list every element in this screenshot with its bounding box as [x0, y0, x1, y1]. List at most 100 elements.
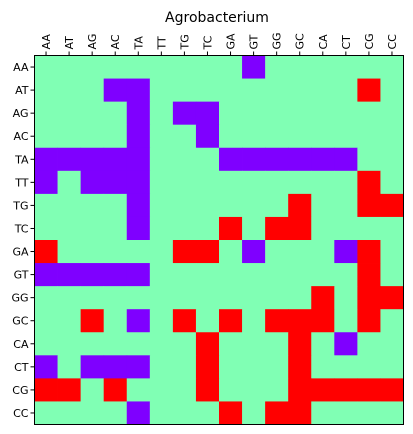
- heatmap-cell-GA-AA: [34, 240, 58, 264]
- heatmap-cell-TA-AT: [57, 147, 82, 172]
- heatmap-cell-GG-TG: [172, 286, 197, 310]
- heatmap-cell-GT-CA: [311, 263, 335, 287]
- heatmap-cell-CA-CG: [357, 332, 381, 356]
- heatmap-cell-AC-CG: [357, 124, 381, 149]
- heatmap-cell-AA-AA: [34, 55, 58, 79]
- heatmap-cell-TA-CA: [311, 147, 335, 172]
- heatmap-cell-CT-AG: [80, 355, 105, 379]
- heatmap-cell-TC-GG: [265, 216, 289, 241]
- heatmap-cell-AT-CG: [357, 78, 381, 103]
- y-tick-label-TA: TA: [14, 153, 29, 166]
- heatmap-cell-TC-CG: [357, 216, 381, 241]
- heatmap-cell-CC-AA: [34, 401, 58, 425]
- heatmap-cell-AC-GT: [242, 124, 266, 149]
- heatmap-cell-GG-TT: [149, 286, 174, 310]
- heatmap-cell-CG-TG: [172, 378, 197, 402]
- heatmap-cell-TA-AC: [103, 147, 128, 172]
- heatmap-cell-GC-TG: [172, 309, 197, 333]
- heatmap-cell-CC-GG: [265, 401, 289, 425]
- heatmap-cell-AC-TT: [149, 124, 174, 149]
- heatmap-cell-AA-AG: [80, 55, 105, 79]
- heatmap-cell-TG-CC: [380, 193, 404, 218]
- heatmap-cell-GA-AG: [80, 240, 105, 264]
- heatmap-cell-AT-CA: [311, 78, 335, 103]
- y-tick-label-GC: GC: [12, 315, 29, 328]
- heatmap-cell-CA-AG: [80, 332, 105, 356]
- heatmap-cell-GT-CG: [357, 263, 381, 287]
- heatmap-cell-TT-CG: [357, 170, 381, 195]
- heatmap-cell-GA-AT: [57, 240, 82, 264]
- heatmap-cell-GG-GG: [265, 286, 289, 310]
- heatmap-cell-GT-GA: [219, 263, 243, 287]
- heatmap-cell-CC-AT: [57, 401, 82, 425]
- heatmap-cell-CG-TC: [195, 378, 220, 402]
- heatmap-cell-TG-TC: [195, 193, 220, 218]
- heatmap-cell-GA-GG: [265, 240, 289, 264]
- heatmap-cell-GC-TA: [126, 309, 151, 333]
- heatmap-cell-GA-TG: [172, 240, 197, 264]
- heatmap-cell-AC-TC: [195, 124, 220, 149]
- heatmap-cell-GA-GT: [242, 240, 266, 264]
- heatmap-cell-CT-GT: [242, 355, 266, 379]
- heatmap-cell-AA-GA: [219, 55, 243, 79]
- x-tick-label-TT: TT: [155, 36, 168, 51]
- heatmap-cell-TA-TT: [149, 147, 174, 172]
- heatmap-cell-CT-CG: [357, 355, 381, 379]
- heatmap-cell-GT-TC: [195, 263, 220, 287]
- heatmap-cell-AT-GT: [242, 78, 266, 103]
- heatmap-cell-TT-TC: [195, 170, 220, 195]
- y-tick-label-TG: TG: [12, 199, 28, 212]
- heatmap-cell-TC-AG: [80, 216, 105, 241]
- heatmap-cell-AC-CA: [311, 124, 335, 149]
- heatmap-cell-GA-TC: [195, 240, 220, 264]
- heatmap-cell-TT-TA: [126, 170, 151, 195]
- heatmap-cell-TA-GT: [242, 147, 266, 172]
- heatmap-cell-GT-GC: [288, 263, 312, 287]
- heatmap-cell-TG-CT: [334, 193, 358, 218]
- heatmap-cell-CG-CT: [334, 378, 358, 402]
- heatmap-cell-AC-GA: [219, 124, 243, 149]
- heatmap-cell-AA-GC: [288, 55, 312, 79]
- chart-title: Agrobacterium: [165, 10, 269, 26]
- heatmap-cell-AC-AC: [103, 124, 128, 149]
- heatmap-cell-TC-AC: [103, 216, 128, 241]
- heatmap-cell-AG-GA: [219, 101, 243, 126]
- heatmap-cell-TA-CG: [357, 147, 381, 172]
- heatmap-cell-AG-AC: [103, 101, 128, 126]
- heatmap-cell-AT-AG: [80, 78, 105, 103]
- heatmap-cell-AA-TT: [149, 55, 174, 79]
- heatmap-cell-CC-TG: [172, 401, 197, 425]
- heatmap-cell-GG-GT: [242, 286, 266, 310]
- heatmap-cell-TC-GC: [288, 216, 312, 241]
- heatmap-cell-CT-GG: [265, 355, 289, 379]
- heatmap-cell-CA-AT: [57, 332, 82, 356]
- heatmap-cell-CT-TC: [195, 355, 220, 379]
- heatmap-cell-TG-CG: [357, 193, 381, 218]
- heatmap-cell-GG-CG: [357, 286, 381, 310]
- heatmap-cell-TC-CT: [334, 216, 358, 241]
- heatmap-cell-AT-AT: [57, 78, 82, 103]
- heatmap-cell-GT-AG: [80, 263, 105, 287]
- heatmap-cell-GT-TT: [149, 263, 174, 287]
- heatmap-cell-TT-AC: [103, 170, 128, 195]
- heatmap-cell-AT-TA: [126, 78, 151, 103]
- heatmap-cell-AT-GC: [288, 78, 312, 103]
- heatmap-cell-AG-CG: [357, 101, 381, 126]
- heatmap-cell-CA-TC: [195, 332, 220, 356]
- heatmap-cell-AA-CC: [380, 55, 404, 79]
- heatmap-cell-AG-CT: [334, 101, 358, 126]
- heatmap-cell-AA-CT: [334, 55, 358, 79]
- heatmap-cell-GC-CC: [380, 309, 404, 333]
- heatmap-cell-TA-TA: [126, 147, 151, 172]
- y-tick-label-AA: AA: [13, 61, 29, 74]
- heatmap-cell-AT-AA: [34, 78, 58, 103]
- heatmap-cell-TT-CT: [334, 170, 358, 195]
- heatmap-cell-CT-TT: [149, 355, 174, 379]
- heatmap-cell-GA-CG: [357, 240, 381, 264]
- heatmap-cell-GC-AC: [103, 309, 128, 333]
- heatmap-cell-AG-AT: [57, 101, 82, 126]
- heatmap-cell-CA-AC: [103, 332, 128, 356]
- heatmap-cell-CT-TG: [172, 355, 197, 379]
- heatmap-cell-CC-AC: [103, 401, 128, 425]
- heatmap-cell-TG-GC: [288, 193, 312, 218]
